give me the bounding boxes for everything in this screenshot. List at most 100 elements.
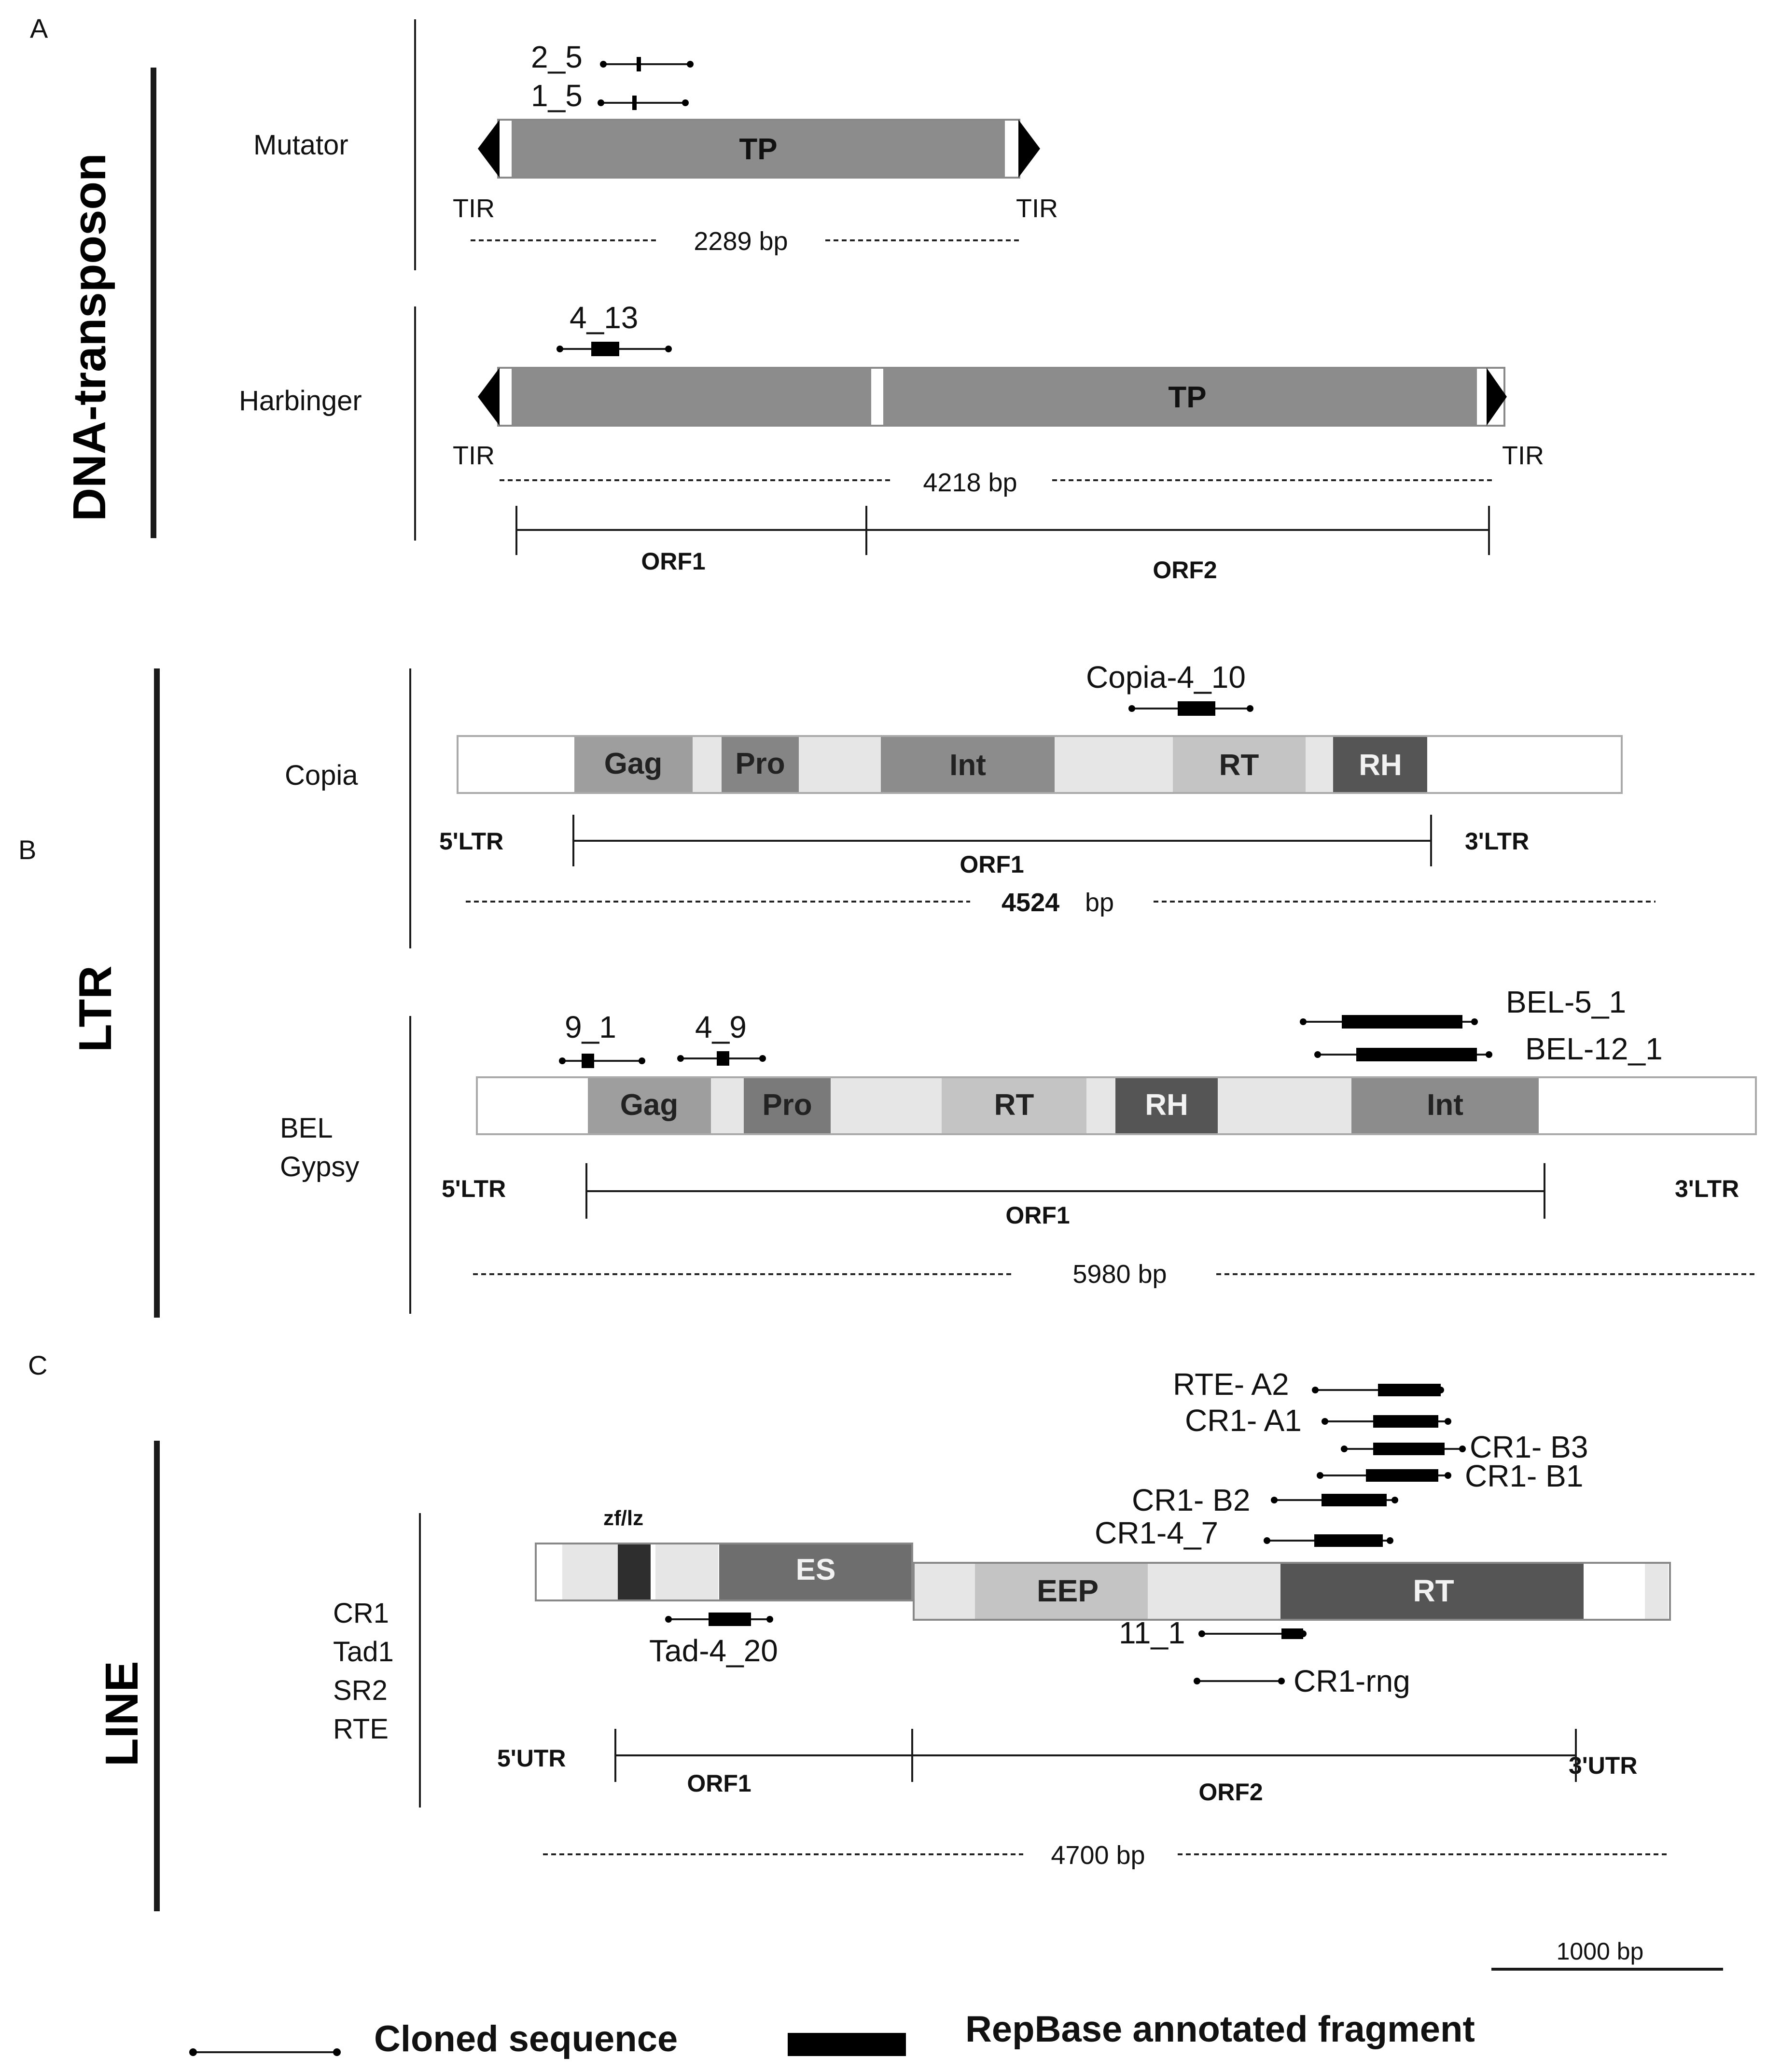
clone-cr1-a1-fragment (1373, 1415, 1438, 1428)
harbinger-orf1: ORF1 (641, 548, 705, 575)
bel-ltr-left: 5'LTR (442, 1175, 506, 1202)
clone-cr1-a1-end (1445, 1418, 1451, 1425)
clone-9_1: 9_1 (559, 1010, 645, 1068)
panel-b-letter: B (18, 834, 36, 865)
clone-copia-4_10: Copia-4_10 (1086, 660, 1253, 716)
clone-cr1-b2-end (1391, 1497, 1398, 1503)
bel-rt (942, 1078, 1086, 1133)
clone-9_1-fragment (582, 1054, 594, 1068)
clone-2_5-fragment (637, 57, 641, 71)
mutator-tir-right-icon (1018, 120, 1040, 178)
line-es (719, 1544, 911, 1599)
line-orf2-light (915, 1564, 975, 1619)
legend-cloned-icon-end (189, 2048, 197, 2056)
bel-rh (1115, 1078, 1218, 1133)
bel-int-label: Int (1427, 1088, 1463, 1122)
clone-cr1-4_7: CR1-4_7 (1095, 1516, 1393, 1550)
copia-rh-label: RH (1359, 749, 1402, 782)
line-zf-lz (618, 1544, 651, 1599)
copia-spacer (1306, 737, 1333, 792)
mutator-element: TP (478, 119, 1040, 179)
line-orf-line (614, 1729, 1577, 1782)
copia-int-label: Int (949, 749, 986, 782)
clone-cr1-4_7-end (1264, 1537, 1270, 1544)
clone-4_13-label: 4_13 (570, 300, 638, 335)
clone-cr1-b1-end (1445, 1472, 1451, 1479)
clone-bel-5_1: BEL-5_1 (1300, 985, 1626, 1029)
line-family-rte: RTE (333, 1713, 389, 1745)
line-utr-right: 3'UTR (1569, 1752, 1637, 1779)
clone-cr1-b1-end (1317, 1472, 1323, 1479)
line-orf1-light (655, 1544, 718, 1599)
clone-cr1-b3-label: CR1- B3 (1470, 1430, 1588, 1464)
copia-rt-label: RT (1219, 749, 1259, 782)
clone-bel-12_1-fragment (1356, 1048, 1477, 1061)
clone-cr1-b3-fragment (1373, 1443, 1445, 1455)
clone-tad-4_20-end (665, 1616, 672, 1623)
clone-2_5-end (600, 61, 607, 68)
clone-cr1-b3-end (1459, 1446, 1466, 1452)
bel-label: BEL (280, 1112, 333, 1144)
clone-cr1-4_7-end (1387, 1537, 1393, 1544)
legend-repbase-label: RepBase annotated fragment (965, 2009, 1475, 2050)
line-orf1-light (562, 1544, 618, 1599)
clone-cr1-b1-fragment (1366, 1469, 1438, 1482)
bel-length: 5980 bp (1072, 1260, 1167, 1289)
mutator-tp-domain (512, 121, 1005, 177)
line-orf2-light (1645, 1564, 1668, 1619)
copia-ltr-right: 3'LTR (1465, 828, 1529, 855)
line-eep (975, 1564, 1148, 1619)
clone-cr1-rng: CR1-rng (1194, 1664, 1410, 1698)
bel-spacer (1086, 1078, 1115, 1133)
bel-orf1: ORF1 (1005, 1202, 1070, 1229)
panel-c-letter: C (28, 1350, 47, 1380)
clone-copia-4_10-end (1128, 705, 1135, 712)
line-rt (1280, 1564, 1584, 1619)
legend: Cloned sequence RepBase annotated fragme… (189, 2009, 1475, 2059)
clone-bel-5_1-end (1300, 1018, 1307, 1025)
scale-bar-label: 1000 bp (1557, 1938, 1644, 1965)
bel-element: Gag Pro RT RH Int (476, 1076, 1757, 1135)
clone-bel-5_1-label: BEL-5_1 (1506, 985, 1626, 1019)
harbinger-orf-line (515, 506, 1490, 555)
clone-cr1-b2-label: CR1- B2 (1132, 1483, 1250, 1517)
line-length: 4700 bp (1051, 1841, 1145, 1870)
clone-4_9-end (677, 1055, 684, 1062)
line-es-label: ES (796, 1553, 836, 1586)
gypsy-label: Gypsy (280, 1151, 359, 1182)
clone-bel-5_1-end (1471, 1018, 1478, 1025)
panel-a-class-label: DNA-transposon (64, 153, 115, 521)
panel-b-class-label: LTR (70, 966, 121, 1052)
copia-spacer (799, 737, 881, 792)
clone-4_13-end (557, 346, 563, 352)
clone-cr1-rng-end (1278, 1678, 1285, 1684)
line-family-sr2: SR2 (333, 1675, 388, 1706)
clone-4_9: 4_9 (677, 1010, 766, 1066)
copia-gag-label: Gag (604, 747, 663, 780)
clone-copia-4_10-label: Copia-4_10 (1086, 660, 1246, 695)
clone-cr1-a1-end (1322, 1418, 1328, 1425)
harbinger-domain-1 (512, 369, 871, 425)
bel-ltr-right: 3'LTR (1675, 1175, 1739, 1202)
bel-spacer (711, 1078, 744, 1133)
harbinger-tir-right-icon (1487, 368, 1507, 426)
clone-tad-4_20-end (766, 1616, 773, 1623)
mutator-label: Mutator (253, 129, 348, 161)
harbinger-tir-left: TIR (453, 441, 495, 470)
clone-cr1-rng-label: CR1-rng (1294, 1664, 1410, 1698)
clone-cr1-4_7-fragment (1314, 1534, 1383, 1547)
harbinger-orf2: ORF2 (1153, 556, 1217, 584)
harbinger-label: Harbinger (239, 385, 362, 417)
clone-rte-a2-label: RTE- A2 (1173, 1367, 1289, 1402)
copia-pro (722, 737, 799, 792)
clone-9_1-end (559, 1057, 566, 1064)
copia-length-unit: bp (1085, 888, 1114, 917)
clone-cr1-b2: CR1- B2 (1132, 1483, 1398, 1517)
bel-gag (588, 1078, 711, 1133)
line-element: ES EEP RT (535, 1543, 1671, 1621)
clone-2_5-end (687, 61, 694, 68)
bel-rh-label: RH (1145, 1088, 1188, 1122)
bel-pro-label: Pro (762, 1088, 812, 1122)
copia-ltr-left: 5'LTR (439, 828, 503, 855)
clone-1_5: 1_5 (531, 78, 689, 113)
